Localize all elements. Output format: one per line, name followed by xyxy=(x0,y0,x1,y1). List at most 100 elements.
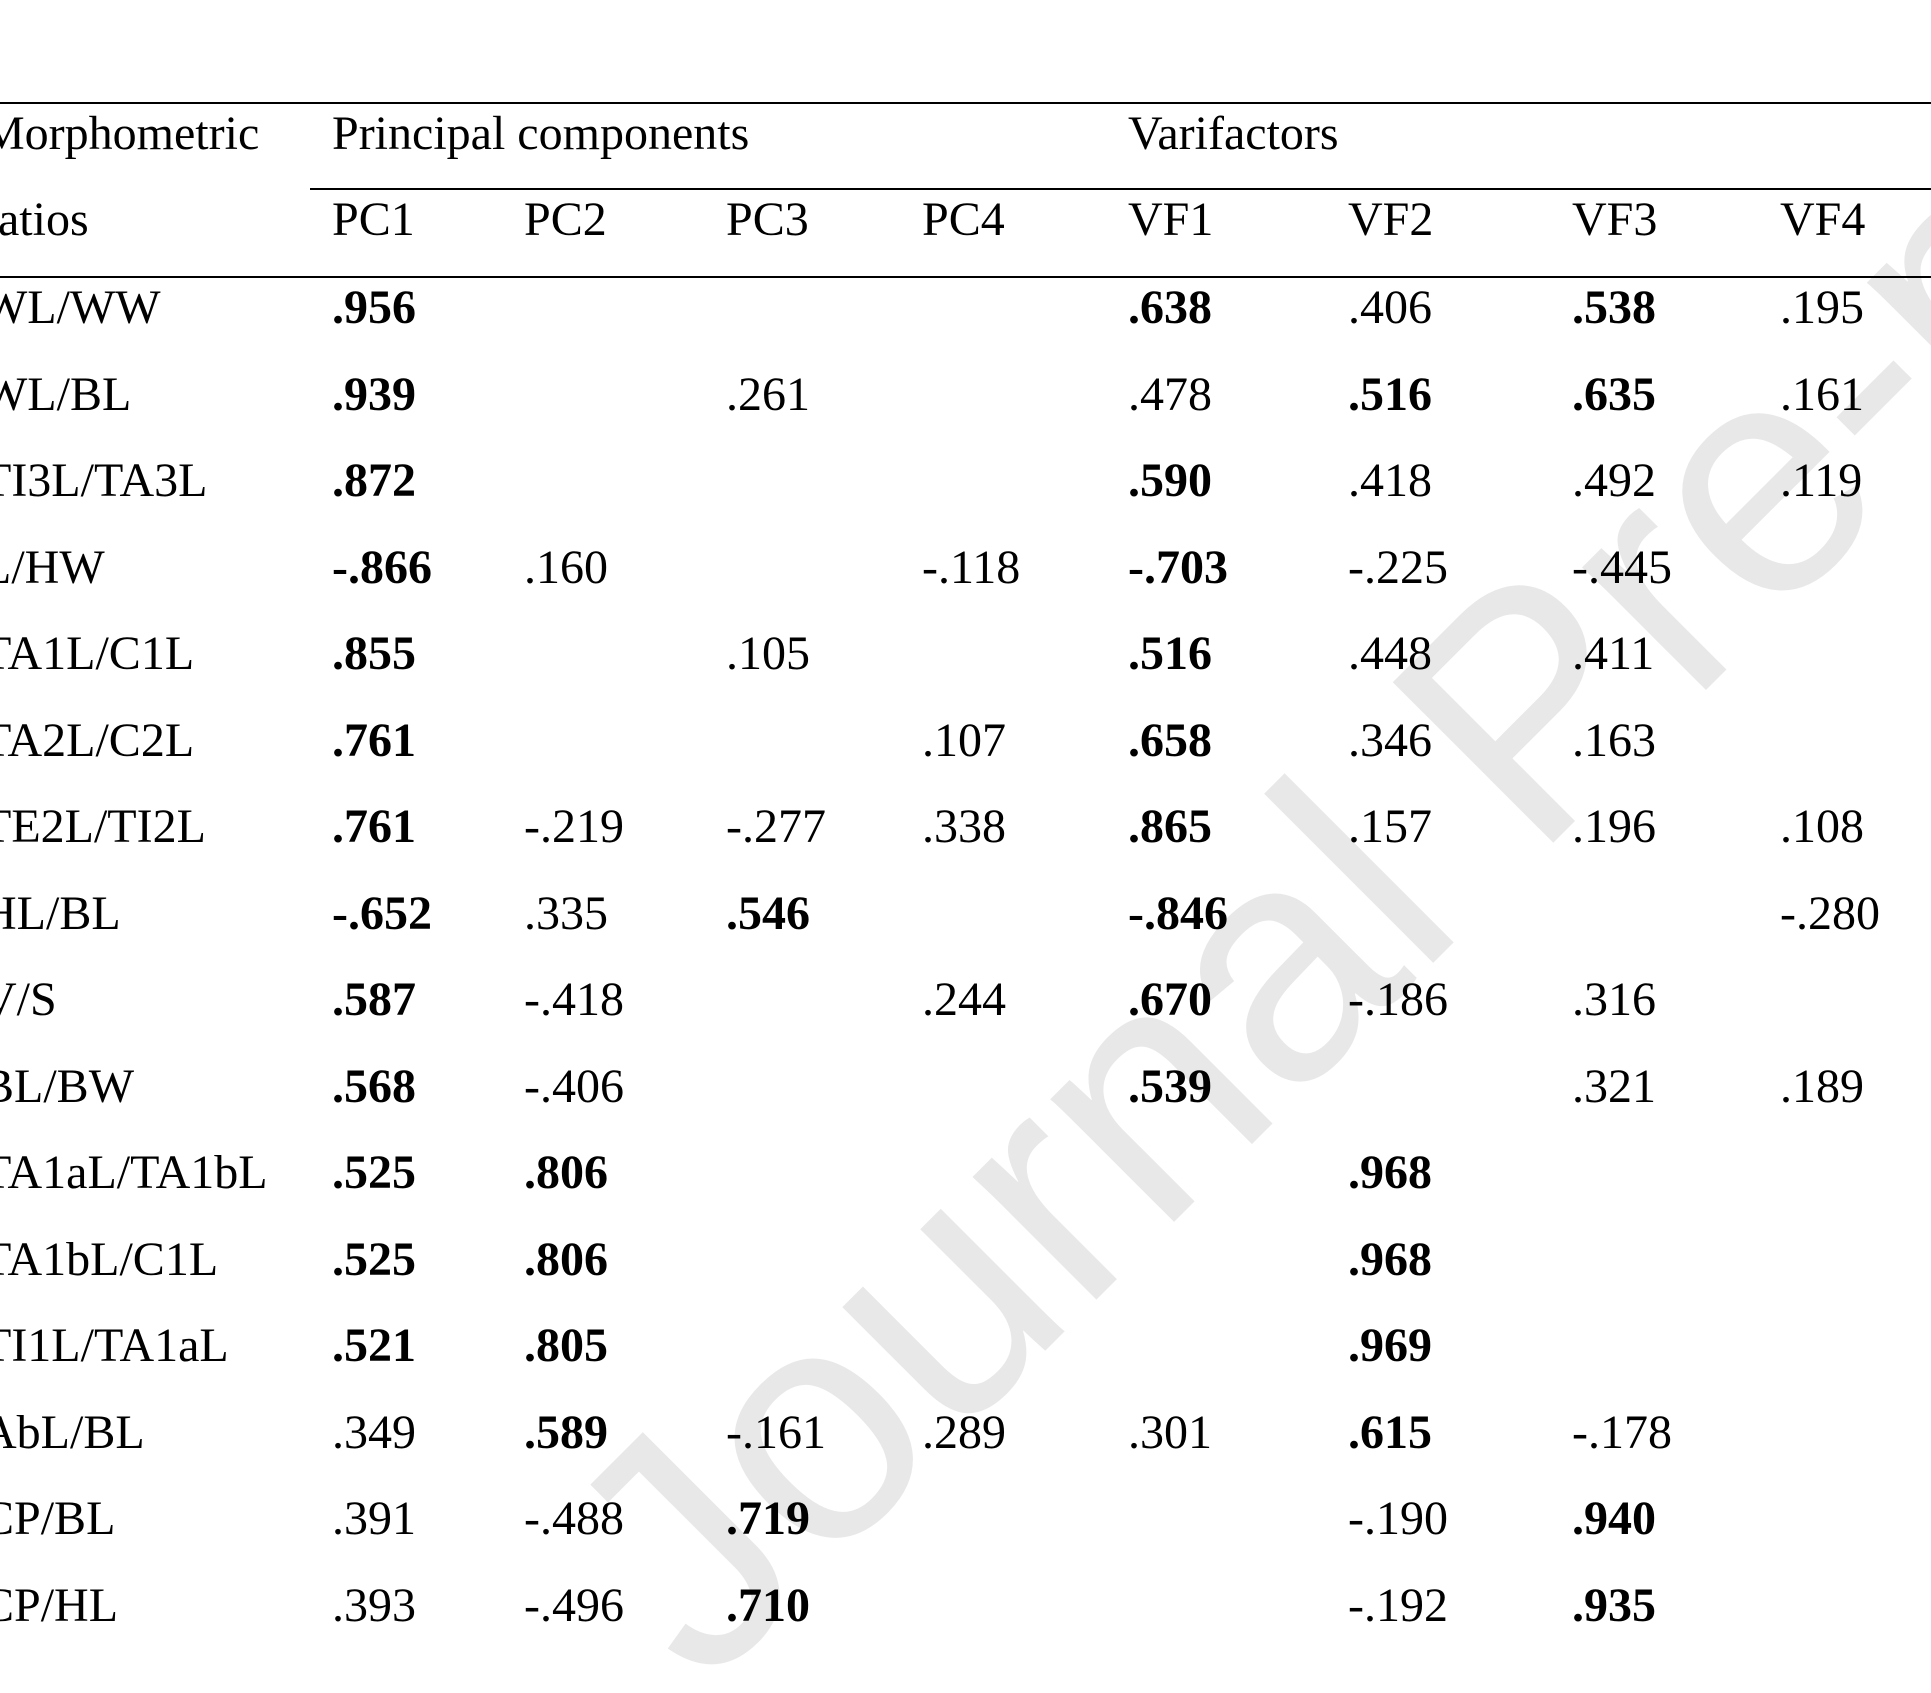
cell-vf1: .658 xyxy=(1128,713,1212,767)
row-label: TA2L/C2L xyxy=(0,713,195,767)
cell-pc3: .546 xyxy=(726,886,810,940)
cell-pc2: .805 xyxy=(524,1319,608,1372)
header-bottom-rule xyxy=(0,276,1931,278)
cell-vf3: .321 xyxy=(1572,1059,1656,1113)
cell-vf3: -.178 xyxy=(1572,1405,1672,1459)
cell-pc2: -.406 xyxy=(524,1059,624,1113)
cell-vf2: -.186 xyxy=(1348,973,1448,1026)
cell-vf1: .539 xyxy=(1128,1059,1212,1113)
row-label: HL/BL xyxy=(0,886,121,940)
cell-pc4: .289 xyxy=(922,1405,1006,1459)
row-label: WL/WW xyxy=(0,281,161,334)
row-label: TE2L/TI2L xyxy=(0,800,206,853)
row-label: AbL/BL xyxy=(0,1405,145,1459)
cell-pc3: .105 xyxy=(726,627,810,680)
cell-vf2: .346 xyxy=(1348,713,1432,767)
cell-vf3: .538 xyxy=(1572,281,1656,334)
cell-pc2: .589 xyxy=(524,1405,608,1459)
cell-vf2: .157 xyxy=(1348,800,1432,853)
group-heading-principal-components: Principal components xyxy=(332,107,750,160)
cell-pc1: .939 xyxy=(332,367,416,421)
cell-vf2: -.190 xyxy=(1348,1492,1448,1545)
cell-pc1: .391 xyxy=(332,1492,416,1545)
cell-vf1: .516 xyxy=(1128,627,1212,680)
cell-pc1: .525 xyxy=(332,1232,416,1286)
cell-vf2: -.192 xyxy=(1348,1578,1448,1632)
cell-vf3: .411 xyxy=(1572,627,1655,680)
cell-pc2: -.418 xyxy=(524,973,624,1026)
cell-pc1: -.866 xyxy=(332,540,432,594)
cell-pc4: .107 xyxy=(922,713,1006,767)
cell-pc4: .244 xyxy=(922,973,1006,1026)
cell-pc1: .349 xyxy=(332,1405,416,1459)
cell-pc1: .872 xyxy=(332,454,416,507)
cell-pc1: .761 xyxy=(332,713,416,767)
row-label: WL/BL xyxy=(0,367,132,421)
column-header-vf1: VF1 xyxy=(1128,193,1214,246)
row-label: CP/HL xyxy=(0,1578,119,1632)
cell-vf3: .163 xyxy=(1572,713,1656,767)
cell-pc2: -.219 xyxy=(524,800,624,853)
cell-vf1: .301 xyxy=(1128,1405,1212,1459)
cell-vf2: .448 xyxy=(1348,627,1432,680)
row-label: V/S xyxy=(0,973,57,1026)
cell-pc1: -.652 xyxy=(332,886,432,940)
cell-pc4: .338 xyxy=(922,800,1006,853)
cell-vf2: .516 xyxy=(1348,367,1432,421)
cell-vf4: .108 xyxy=(1780,800,1864,853)
cell-pc2: -.488 xyxy=(524,1492,624,1545)
row-label: TA1bL/C1L xyxy=(0,1232,219,1286)
column-header-vf2: VF2 xyxy=(1348,193,1434,246)
cell-vf4: .195 xyxy=(1780,281,1864,334)
cell-pc3: .719 xyxy=(726,1492,810,1545)
cell-vf1: .865 xyxy=(1128,800,1212,853)
cell-pc4: -.118 xyxy=(922,540,1021,594)
cell-pc3: -.277 xyxy=(726,800,826,853)
cell-pc1: .956 xyxy=(332,281,416,334)
row-label-heading-line1: Morphometric xyxy=(0,107,260,160)
cell-pc3: .261 xyxy=(726,367,810,421)
cell-pc2: .806 xyxy=(524,1232,608,1286)
column-header-pc4: PC4 xyxy=(922,193,1005,246)
row-label: L/HW xyxy=(0,540,105,594)
column-header-vf3: VF3 xyxy=(1572,193,1658,246)
top-rule xyxy=(0,102,1931,104)
cell-vf1: .478 xyxy=(1128,367,1212,421)
cell-vf2: .969 xyxy=(1348,1319,1432,1372)
cell-pc2: -.496 xyxy=(524,1578,624,1632)
cell-vf2: .968 xyxy=(1348,1146,1432,1199)
cell-pc2: .335 xyxy=(524,886,608,940)
cell-vf2: .418 xyxy=(1348,454,1432,507)
cell-pc1: .521 xyxy=(332,1319,416,1372)
row-label-heading-line2: ratios xyxy=(0,193,89,246)
row-label: TI3L/TA3L xyxy=(0,454,208,507)
cell-vf1: -.846 xyxy=(1128,886,1228,940)
cell-vf3: .492 xyxy=(1572,454,1656,507)
cell-vf3: .635 xyxy=(1572,367,1656,421)
cell-vf1: .590 xyxy=(1128,454,1212,507)
cell-vf3: .940 xyxy=(1572,1492,1656,1545)
cell-pc1: .855 xyxy=(332,627,416,680)
cell-pc2: .806 xyxy=(524,1146,608,1199)
cell-vf1: .638 xyxy=(1128,281,1212,334)
cell-vf1: -.703 xyxy=(1128,540,1228,594)
cell-pc1: .587 xyxy=(332,973,416,1026)
group-rule xyxy=(310,188,1931,190)
cell-vf2: .406 xyxy=(1348,281,1432,334)
cell-pc3: -.161 xyxy=(726,1405,826,1459)
cell-pc3: .710 xyxy=(726,1578,810,1632)
cell-pc2: .160 xyxy=(524,540,608,594)
cell-vf4: .189 xyxy=(1780,1059,1864,1113)
cell-pc1: .393 xyxy=(332,1578,416,1632)
row-label: TA1L/C1L xyxy=(0,627,195,680)
row-label: TA1aL/TA1bL xyxy=(0,1146,268,1199)
cell-pc1: .568 xyxy=(332,1059,416,1113)
cell-vf3: .935 xyxy=(1572,1578,1656,1632)
group-heading-varifactors: Varifactors xyxy=(1128,107,1339,160)
row-label: BL/BW xyxy=(0,1059,134,1113)
cell-vf4: .161 xyxy=(1780,367,1864,421)
column-header-pc2: PC2 xyxy=(524,193,607,246)
cell-pc1: .525 xyxy=(332,1146,416,1199)
cell-vf2: -.225 xyxy=(1348,540,1448,594)
column-header-pc1: PC1 xyxy=(332,193,415,246)
